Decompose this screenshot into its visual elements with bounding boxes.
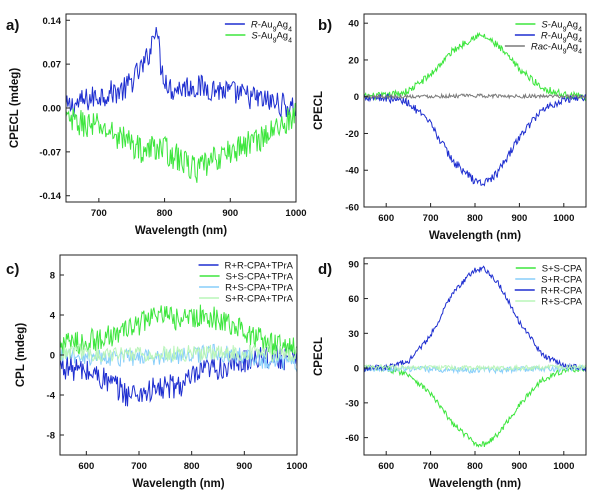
y-tick-label: 8 (50, 271, 55, 282)
y-tick-label: -8 (47, 431, 55, 442)
y-tick-label: 0.00 (43, 104, 62, 115)
y-tick-label: 0.07 (43, 60, 62, 71)
x-tick-label: 900 (511, 461, 527, 472)
series-line-3 (364, 92, 586, 100)
x-tick-label: 1000 (286, 461, 307, 472)
x-axis-label: Wavelength (nm) (429, 478, 521, 490)
series-line-1 (364, 365, 586, 448)
y-tick-label: 60 (348, 294, 359, 305)
y-tick-label: 30 (348, 329, 359, 340)
y-axis-label: CPECL (313, 91, 325, 130)
legend-label: S-Au9Ag4 (251, 31, 292, 45)
y-tick-label: -60 (345, 203, 359, 214)
x-tick-label: 1000 (285, 208, 306, 219)
x-tick-label: 1000 (553, 213, 574, 224)
legend-label: S+S-CPA (542, 264, 583, 275)
series-line-1 (364, 31, 586, 102)
x-tick-label: 700 (423, 461, 439, 472)
x-tick-label: 800 (467, 461, 483, 472)
series-line-3 (364, 265, 586, 373)
y-tick-label: 4 (50, 311, 56, 322)
x-tick-label: 600 (378, 461, 394, 472)
x-tick-label: 1000 (553, 461, 574, 472)
series-line-2 (364, 363, 586, 375)
panel-label: d) (318, 261, 332, 278)
x-tick-label: 800 (157, 208, 173, 219)
y-tick-label: 0.14 (43, 16, 62, 27)
y-tick-label: 40 (348, 19, 359, 30)
y-tick-label: 0 (354, 92, 359, 103)
x-tick-label: 900 (222, 208, 238, 219)
x-tick-label: 900 (511, 213, 527, 224)
legend-label: S+S-CPA+TPrA (226, 272, 294, 283)
y-tick-label: 0 (50, 351, 55, 362)
series-line-1 (66, 26, 296, 119)
y-axis-label: CPL (mdeg) (15, 323, 27, 387)
x-axis-label: Wavelength (nm) (135, 225, 227, 237)
panel-label: a) (6, 17, 19, 34)
series-line-4 (60, 343, 297, 363)
y-tick-label: 90 (348, 259, 359, 270)
legend-label: R-Au9Ag4 (541, 31, 582, 45)
x-tick-label: 700 (423, 213, 439, 224)
legend-label: Rac-Au9Ag4 (531, 42, 582, 56)
y-axis-label: CPECL (313, 337, 325, 376)
series-line-1 (60, 345, 297, 407)
y-tick-label: -0.14 (39, 191, 61, 202)
chart-panel-4: 600 700 800 900 1000 90 60 30 0 -30 -60 Wavelength … (313, 257, 587, 490)
panel-label: b) (318, 17, 332, 34)
legend-label: S+R-CPA+TPrA (225, 294, 294, 305)
y-tick-label: 20 (348, 55, 359, 66)
series-line-2 (364, 93, 586, 187)
legend-label: R+R-CPA+TPrA (225, 261, 294, 272)
legend-label: S-Au9Ag4 (541, 20, 582, 34)
y-tick-label: -0.07 (39, 147, 61, 158)
x-axis-label: Wavelength (nm) (429, 230, 521, 242)
x-tick-label: 700 (91, 208, 107, 219)
chart-panel-1: 700 800 900 1000 0.14 0.07 0.00 -0.07 -0.14 Wavel… (6, 13, 307, 237)
y-tick-label: -40 (345, 166, 359, 177)
legend-label: R+S-CPA (541, 297, 582, 308)
y-tick-label: -4 (47, 391, 56, 402)
x-tick-label: 600 (378, 213, 394, 224)
legend-label: R+R-CPA (541, 286, 583, 297)
x-axis-label: Wavelength (nm) (132, 478, 224, 490)
x-tick-label: 700 (131, 461, 147, 472)
x-tick-label: 600 (78, 461, 94, 472)
legend-label: R+S-CPA+TPrA (225, 283, 294, 294)
y-tick-label: -20 (345, 129, 359, 140)
x-tick-label: 900 (236, 461, 252, 472)
y-tick-label: 0 (354, 364, 359, 375)
panel-label: c) (6, 261, 19, 278)
chart-panel-3: 600 700 800 900 1000 8 4 0 -4 -8 Wavelength (nm) CP… (6, 254, 308, 490)
legend-label: R-Au9Ag4 (251, 20, 292, 34)
plot-frame (65, 13, 297, 203)
x-tick-label: 800 (184, 461, 200, 472)
y-axis-label: CPECL (mdeg) (9, 68, 21, 148)
y-tick-label: -30 (345, 398, 359, 409)
legend-label: S+R-CPA (541, 275, 582, 286)
y-tick-label: -60 (345, 433, 359, 444)
x-tick-label: 800 (467, 213, 483, 224)
chart-panel-2: 600 700 800 900 1000 40 20 0 -20 -40 -60 Wavelength… (313, 13, 587, 242)
series-line-2 (60, 304, 297, 359)
series-line-2 (66, 102, 296, 183)
series-line-4 (364, 363, 586, 372)
legend: R+R-CPA+TPrAS+S-CPA+TPrAR+S-CPA+TPrAS+R-… (198, 261, 294, 305)
